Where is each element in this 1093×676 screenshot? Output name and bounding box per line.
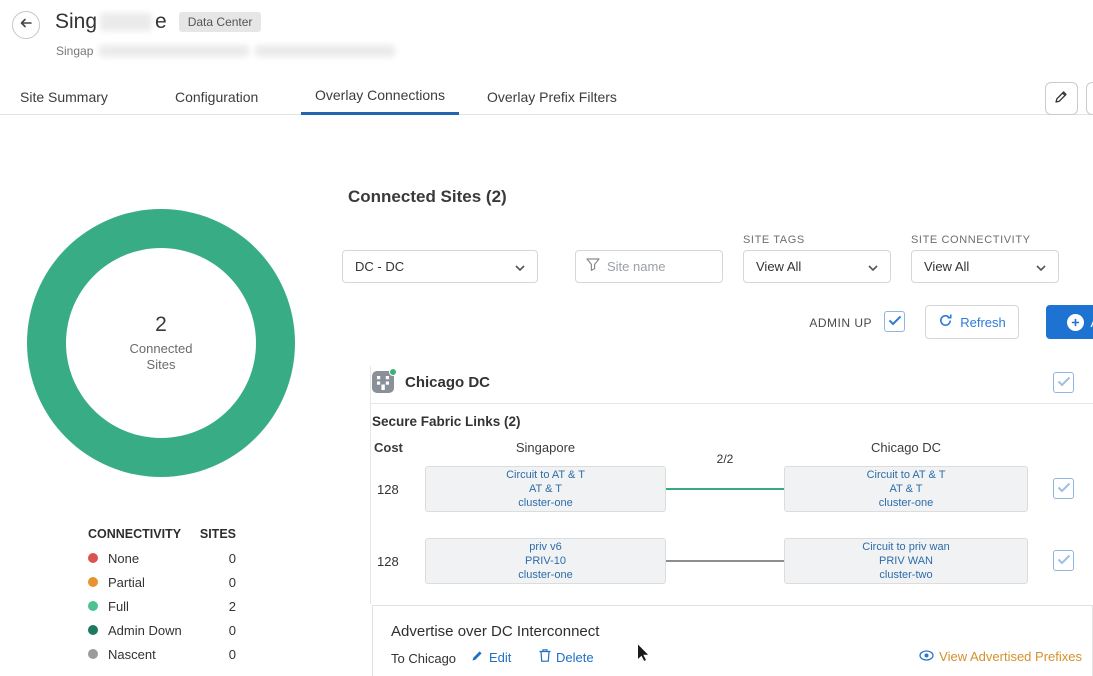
legend-row-full: Full 2	[88, 594, 236, 618]
site-search[interactable]	[575, 250, 723, 283]
status-dot-full	[88, 601, 98, 611]
page-subtitle: Singap	[56, 44, 396, 58]
link-row-checkbox[interactable]	[1053, 478, 1074, 499]
edit-advertise-link[interactable]: Edit	[471, 649, 511, 665]
site-select-checkbox[interactable]	[1053, 372, 1074, 393]
filter-funnel-icon	[586, 257, 600, 276]
link-cost: 128	[377, 554, 399, 569]
legend-row-nascent: Nascent 0	[88, 642, 236, 666]
card-divider	[370, 403, 1093, 404]
tab-overlay-prefix-filters[interactable]: Overlay Prefix Filters	[487, 88, 617, 105]
status-dot-partial	[88, 577, 98, 587]
site-connectivity-dropdown[interactable]: View All	[911, 250, 1059, 283]
view-advertised-prefixes-link[interactable]: View Advertised Prefixes	[919, 649, 1082, 664]
admin-up-label: ADMIN UP	[809, 316, 872, 330]
page-header: Sing e Data Center	[55, 10, 262, 34]
circuit-box-right[interactable]: Circuit to priv wan PRIV WAN cluster-two	[784, 538, 1028, 584]
tab-bar: Site Summary Configuration Overlay Conne…	[0, 78, 1093, 115]
datacenter-building-icon	[372, 368, 397, 393]
right-site-column-header: Chicago DC	[870, 440, 942, 455]
page-title: Sing	[55, 10, 98, 33]
advertise-panel: Advertise over DC Interconnect To Chicag…	[372, 605, 1093, 676]
legend-row-partial: Partial 0	[88, 570, 236, 594]
connectivity-donut-chart: 2 Connected Sites	[27, 209, 295, 477]
secure-fabric-links-heading: Secure Fabric Links (2)	[372, 414, 521, 429]
delete-site-button[interactable]	[1086, 82, 1093, 115]
card-left-border	[370, 366, 371, 604]
legend-header-sites: SITES	[199, 527, 236, 541]
legend-row-none: None 0	[88, 546, 236, 570]
advertise-title: Advertise over DC Interconnect	[391, 623, 600, 640]
site-tags-label: SITE TAGS	[743, 234, 805, 246]
checkmark-icon	[1057, 552, 1071, 570]
refresh-button[interactable]: Refresh	[925, 305, 1019, 339]
chevron-down-icon	[515, 259, 525, 274]
status-dot-none	[88, 553, 98, 563]
fabric-link-line-down	[666, 560, 784, 562]
chevron-down-icon	[1036, 259, 1046, 274]
checkmark-icon	[1057, 374, 1071, 392]
site-name: Chicago DC	[405, 374, 491, 391]
redacted-subtitle-text	[99, 45, 250, 57]
link-row-checkbox[interactable]	[1053, 550, 1074, 571]
admin-up-checkbox[interactable]	[884, 311, 905, 332]
circuit-box-right[interactable]: Circuit to AT & T AT & T cluster-one	[784, 466, 1028, 512]
site-status-dot	[389, 368, 397, 376]
legend-header: CONNECTIVITY SITES	[88, 527, 236, 541]
link-count-label: 2/2	[716, 452, 734, 466]
link-cost: 128	[377, 482, 399, 497]
page-title-suffix: e	[155, 10, 167, 33]
delete-advertise-link[interactable]: Delete	[539, 649, 594, 665]
tab-configuration[interactable]: Configuration	[175, 88, 259, 105]
site-type-badge: Data Center	[178, 12, 262, 32]
eye-icon	[919, 649, 934, 664]
cost-column-header: Cost	[374, 440, 403, 455]
circuit-box-left[interactable]: Circuit to AT & T AT & T cluster-one	[425, 466, 666, 512]
site-connectivity-label: SITE CONNECTIVITY	[911, 234, 1031, 246]
donut-center: 2 Connected Sites	[66, 248, 256, 438]
legend-header-connectivity: CONNECTIVITY	[88, 527, 182, 541]
back-arrow-icon	[18, 15, 34, 36]
connectivity-legend: CONNECTIVITY SITES None 0 Partial 0 Full…	[88, 527, 236, 666]
status-dot-admin-down	[88, 625, 98, 635]
connected-sites-heading: Connected Sites (2)	[348, 187, 507, 206]
tab-site-summary[interactable]: Site Summary	[20, 88, 108, 105]
connection-type-dropdown[interactable]: DC - DC	[342, 250, 538, 283]
add-connection-button[interactable]: Add	[1046, 305, 1093, 339]
pencil-icon	[1054, 89, 1069, 109]
back-button[interactable]	[12, 11, 40, 39]
checkmark-icon	[888, 313, 902, 331]
donut-value: 2	[155, 313, 167, 336]
checkmark-icon	[1057, 480, 1071, 498]
search-input[interactable]	[607, 259, 712, 274]
redacted-title-text	[100, 13, 153, 31]
trash-icon	[539, 649, 551, 665]
edit-pencil-icon	[471, 649, 484, 665]
fabric-link-line-up	[666, 488, 784, 490]
subtitle-text: Singap	[56, 44, 94, 58]
advertise-target-label: To Chicago	[391, 651, 457, 666]
status-dot-nascent	[88, 649, 98, 659]
plus-circle-icon	[1066, 313, 1084, 331]
tab-overlay-connections[interactable]: Overlay Connections	[301, 78, 459, 115]
edit-site-button[interactable]	[1045, 82, 1078, 115]
donut-label-line2: Sites	[146, 357, 176, 372]
chevron-down-icon	[868, 259, 878, 274]
circuit-box-left[interactable]: priv v6 PRIV-10 cluster-one	[425, 538, 666, 584]
redacted-subtitle-text	[255, 45, 396, 57]
refresh-icon	[938, 313, 953, 331]
legend-row-admin-down: Admin Down 0	[88, 618, 236, 642]
left-site-column-header: Singapore	[515, 440, 576, 455]
site-tags-dropdown[interactable]: View All	[743, 250, 891, 283]
donut-label-line1: Connected	[129, 341, 193, 356]
